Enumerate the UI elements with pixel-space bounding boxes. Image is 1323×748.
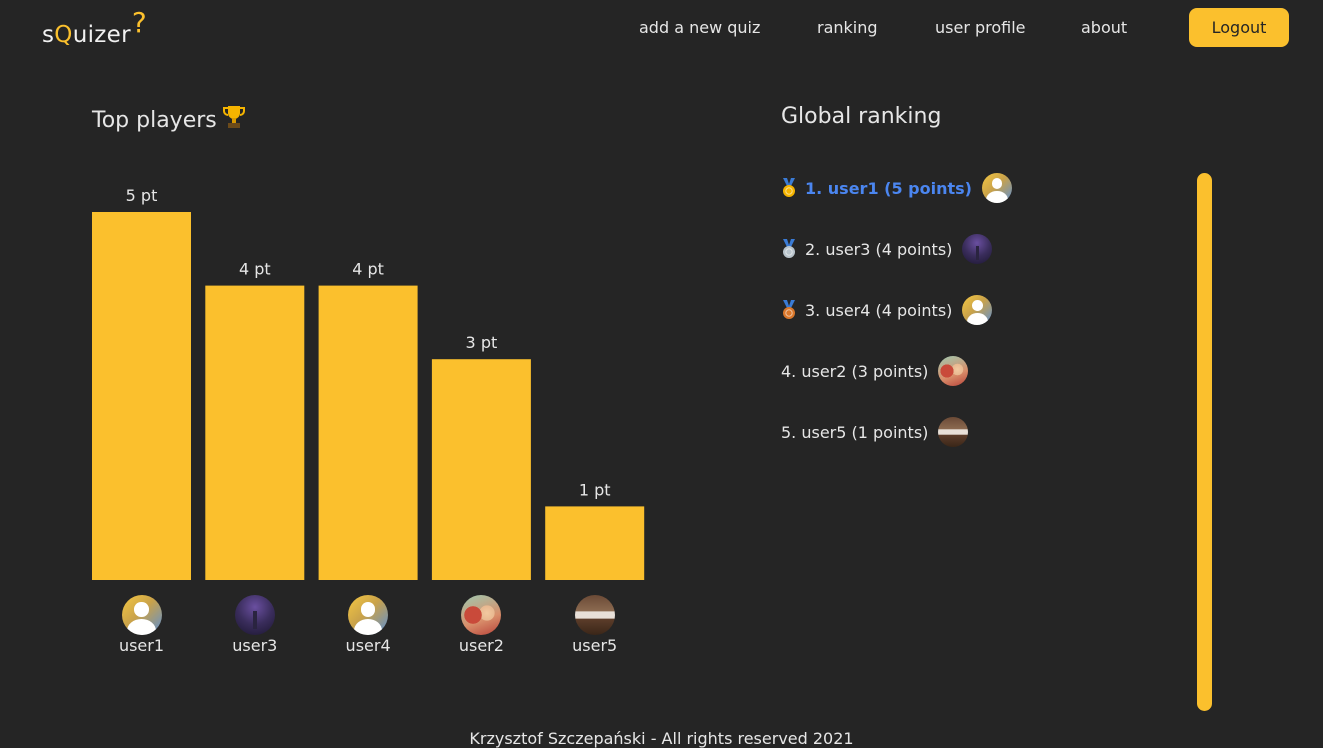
ranking-list-item[interactable]: 3. user4 (4 points) xyxy=(781,293,993,327)
logo-question-mark: ? xyxy=(131,6,148,39)
bar-category-label: user3 xyxy=(232,636,278,655)
bar-category-label: user1 xyxy=(118,636,165,655)
bar-category-label: user2 xyxy=(458,636,504,655)
top-players-chart: 5 pt 4 pt 4 pt 3 pt 1 pt xyxy=(92,186,645,580)
bar-value-label: 3 pt xyxy=(466,333,498,352)
logo-q: Q xyxy=(54,22,73,48)
nav-add-quiz[interactable]: add a new quiz xyxy=(639,18,761,37)
ranking-scrollbar[interactable] xyxy=(1197,173,1212,711)
ranking-list-item[interactable]: 1. user1 (5 points) xyxy=(781,171,1012,205)
gold-medal-icon xyxy=(781,178,797,198)
ranking-entry-text: 3. user4 (4 points) xyxy=(805,300,953,320)
bronze-medal-icon xyxy=(781,300,797,320)
bar-user3 xyxy=(205,285,305,580)
ranking-list-item[interactable]: 5. user5 (1 points) xyxy=(781,415,969,449)
ranking-list-item[interactable]: 4. user2 (3 points) xyxy=(781,354,969,388)
logo-rest: uizer xyxy=(72,22,131,48)
global-ranking-title: Global ranking xyxy=(781,104,942,129)
bar-user5 xyxy=(545,506,645,580)
nav-user-profile[interactable]: user profile xyxy=(935,18,1026,37)
silver-medal-icon xyxy=(781,239,797,259)
user-avatar[interactable] xyxy=(962,295,993,325)
bar-category-label: user4 xyxy=(345,636,391,655)
bar-user2 xyxy=(431,359,531,580)
ranking-entry-text: 4. user2 (3 points) xyxy=(781,361,929,381)
bar-value-label: 4 pt xyxy=(239,260,271,279)
user-avatar[interactable] xyxy=(121,595,162,635)
logo-prefix: s xyxy=(42,22,55,48)
user-avatar[interactable] xyxy=(981,173,1012,203)
user-avatar[interactable] xyxy=(962,234,993,264)
nav-about[interactable]: about xyxy=(1081,18,1128,37)
bar-user4 xyxy=(318,285,418,580)
user-avatar[interactable] xyxy=(461,595,502,635)
top-players-title: Top players xyxy=(92,108,217,133)
user-avatar[interactable] xyxy=(938,417,969,447)
ranking-list-item[interactable]: 2. user3 (4 points) xyxy=(781,232,993,266)
trophy-icon xyxy=(222,106,245,128)
user-avatar[interactable] xyxy=(348,595,389,635)
footer-text: Krzysztof Szczepański - All rights reser… xyxy=(469,729,854,748)
top-players-heading: Top players xyxy=(92,104,245,133)
nav-ranking[interactable]: ranking xyxy=(817,18,878,37)
user-avatar[interactable] xyxy=(938,356,969,386)
bar-category-label: user5 xyxy=(572,636,618,655)
bar-value-label: 4 pt xyxy=(352,260,384,279)
user-avatar[interactable] xyxy=(574,595,615,635)
ranking-entry-text: 1. user1 (5 points) xyxy=(805,178,972,198)
bar-user1 xyxy=(92,212,191,580)
user-avatar[interactable] xyxy=(234,595,275,635)
ranking-entry-text: 5. user5 (1 points) xyxy=(781,422,929,442)
bar-value-label: 5 pt xyxy=(126,186,158,205)
bar-value-label: 1 pt xyxy=(579,480,611,499)
app-logo[interactable]: sQuizer? xyxy=(42,6,147,49)
ranking-entry-text: 2. user3 (4 points) xyxy=(805,239,953,259)
logout-button[interactable]: Logout xyxy=(1189,8,1289,47)
